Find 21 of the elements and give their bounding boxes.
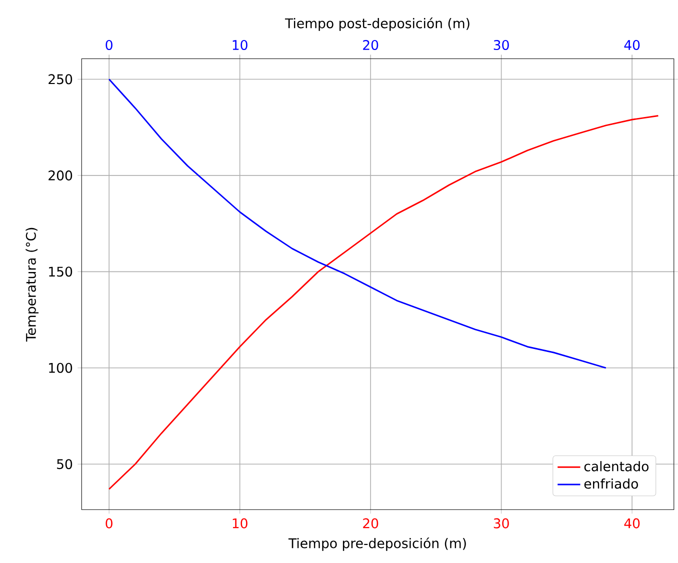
y-tick-label: 200 (48, 170, 72, 180)
x-tick-label: 10 (232, 518, 248, 528)
x-tick-label: 0 (106, 518, 112, 528)
legend-label: calentado (584, 460, 649, 472)
x-axis-title: Tiempo pre-deposición (m) (288, 537, 466, 551)
x2-tick-label: 10 (232, 40, 248, 50)
x-tick-label: 40 (624, 518, 640, 528)
x-tick-label: 30 (494, 518, 509, 528)
y-tick-label: 100 (49, 362, 72, 373)
x2-tick-label: 40 (624, 40, 640, 50)
y-axis-title: Temperatura (°C) (26, 228, 39, 342)
y-tick-label: 250 (48, 74, 72, 84)
legend-label: enfriado (584, 478, 638, 489)
line-series (108, 114, 659, 490)
x2-tick-label: 20 (363, 40, 378, 50)
x2-tick-label: 0 (106, 40, 112, 50)
x2-axis-title: Tiempo post-deposición (m) (284, 17, 470, 31)
x2-tick-label: 30 (494, 40, 509, 50)
x-tick-label: 20 (363, 518, 378, 528)
y-tick-label: 150 (49, 266, 72, 276)
y-tick-label: 50 (57, 458, 72, 469)
